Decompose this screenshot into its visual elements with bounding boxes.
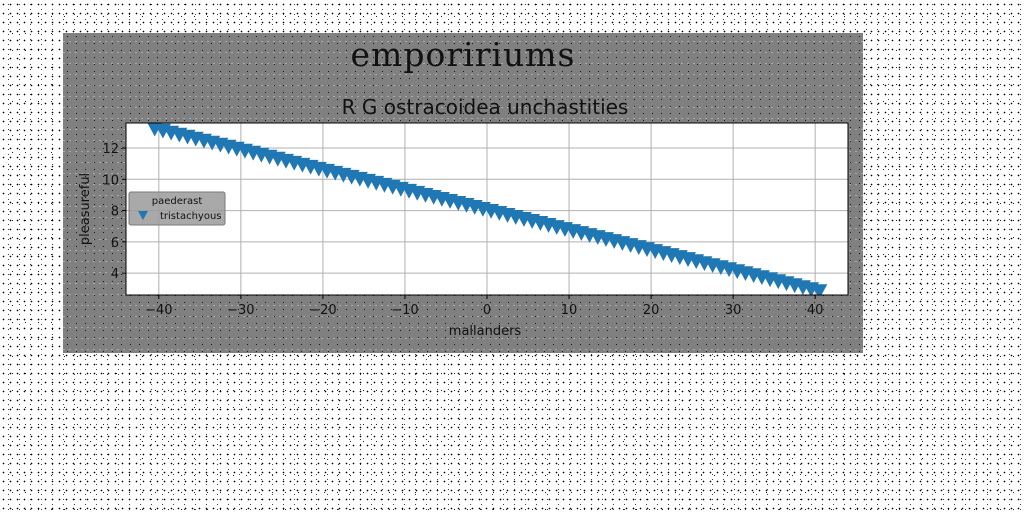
legend-box: [128, 191, 226, 226]
x-axis-ticks: −40 −30 −20 −10 0 10 20 30 40: [145, 295, 823, 318]
x-tick-label: −10: [391, 303, 418, 318]
figure: empoririums −40 −30 −20 −10 0 10 20 30 40 4 6 8 10 1…: [63, 33, 863, 353]
x-tick-label: 40: [807, 303, 824, 318]
chart-title: R G ostracoidea unchastities: [342, 95, 629, 119]
legend-title: paederast: [152, 196, 203, 207]
y-tick-label: 10: [102, 173, 119, 188]
figure-title: empoririums: [350, 35, 576, 74]
x-tick-label: 20: [643, 303, 660, 318]
y-axis-label: pleasureful: [78, 173, 93, 245]
x-tick-label: 10: [561, 303, 578, 318]
y-tick-label: 12: [102, 142, 119, 157]
x-tick-label: −40: [145, 303, 172, 318]
x-tick-label: 0: [483, 303, 491, 318]
legend: paederast tristachyous: [128, 191, 226, 226]
x-tick-label: −20: [309, 303, 336, 318]
data-point-marker: [811, 284, 828, 295]
data-points: [147, 123, 828, 295]
y-tick-label: 4: [111, 267, 119, 282]
y-tick-label: 6: [111, 236, 119, 251]
legend-marker-triangle: [138, 211, 148, 220]
x-tick-label: −30: [227, 303, 254, 318]
y-tick-label: 8: [111, 205, 119, 220]
y-axis-ticks: 4 6 8 10 12: [102, 142, 126, 282]
scatter-chart: −40 −30 −20 −10 0 10 20 30 40 4 6 8 10 12 R G ostrac…: [78, 95, 849, 339]
x-axis-label: mallanders: [449, 324, 522, 339]
legend-entry-label: tristachyous: [160, 211, 222, 222]
x-tick-label: 30: [725, 303, 742, 318]
grid: [126, 123, 848, 295]
